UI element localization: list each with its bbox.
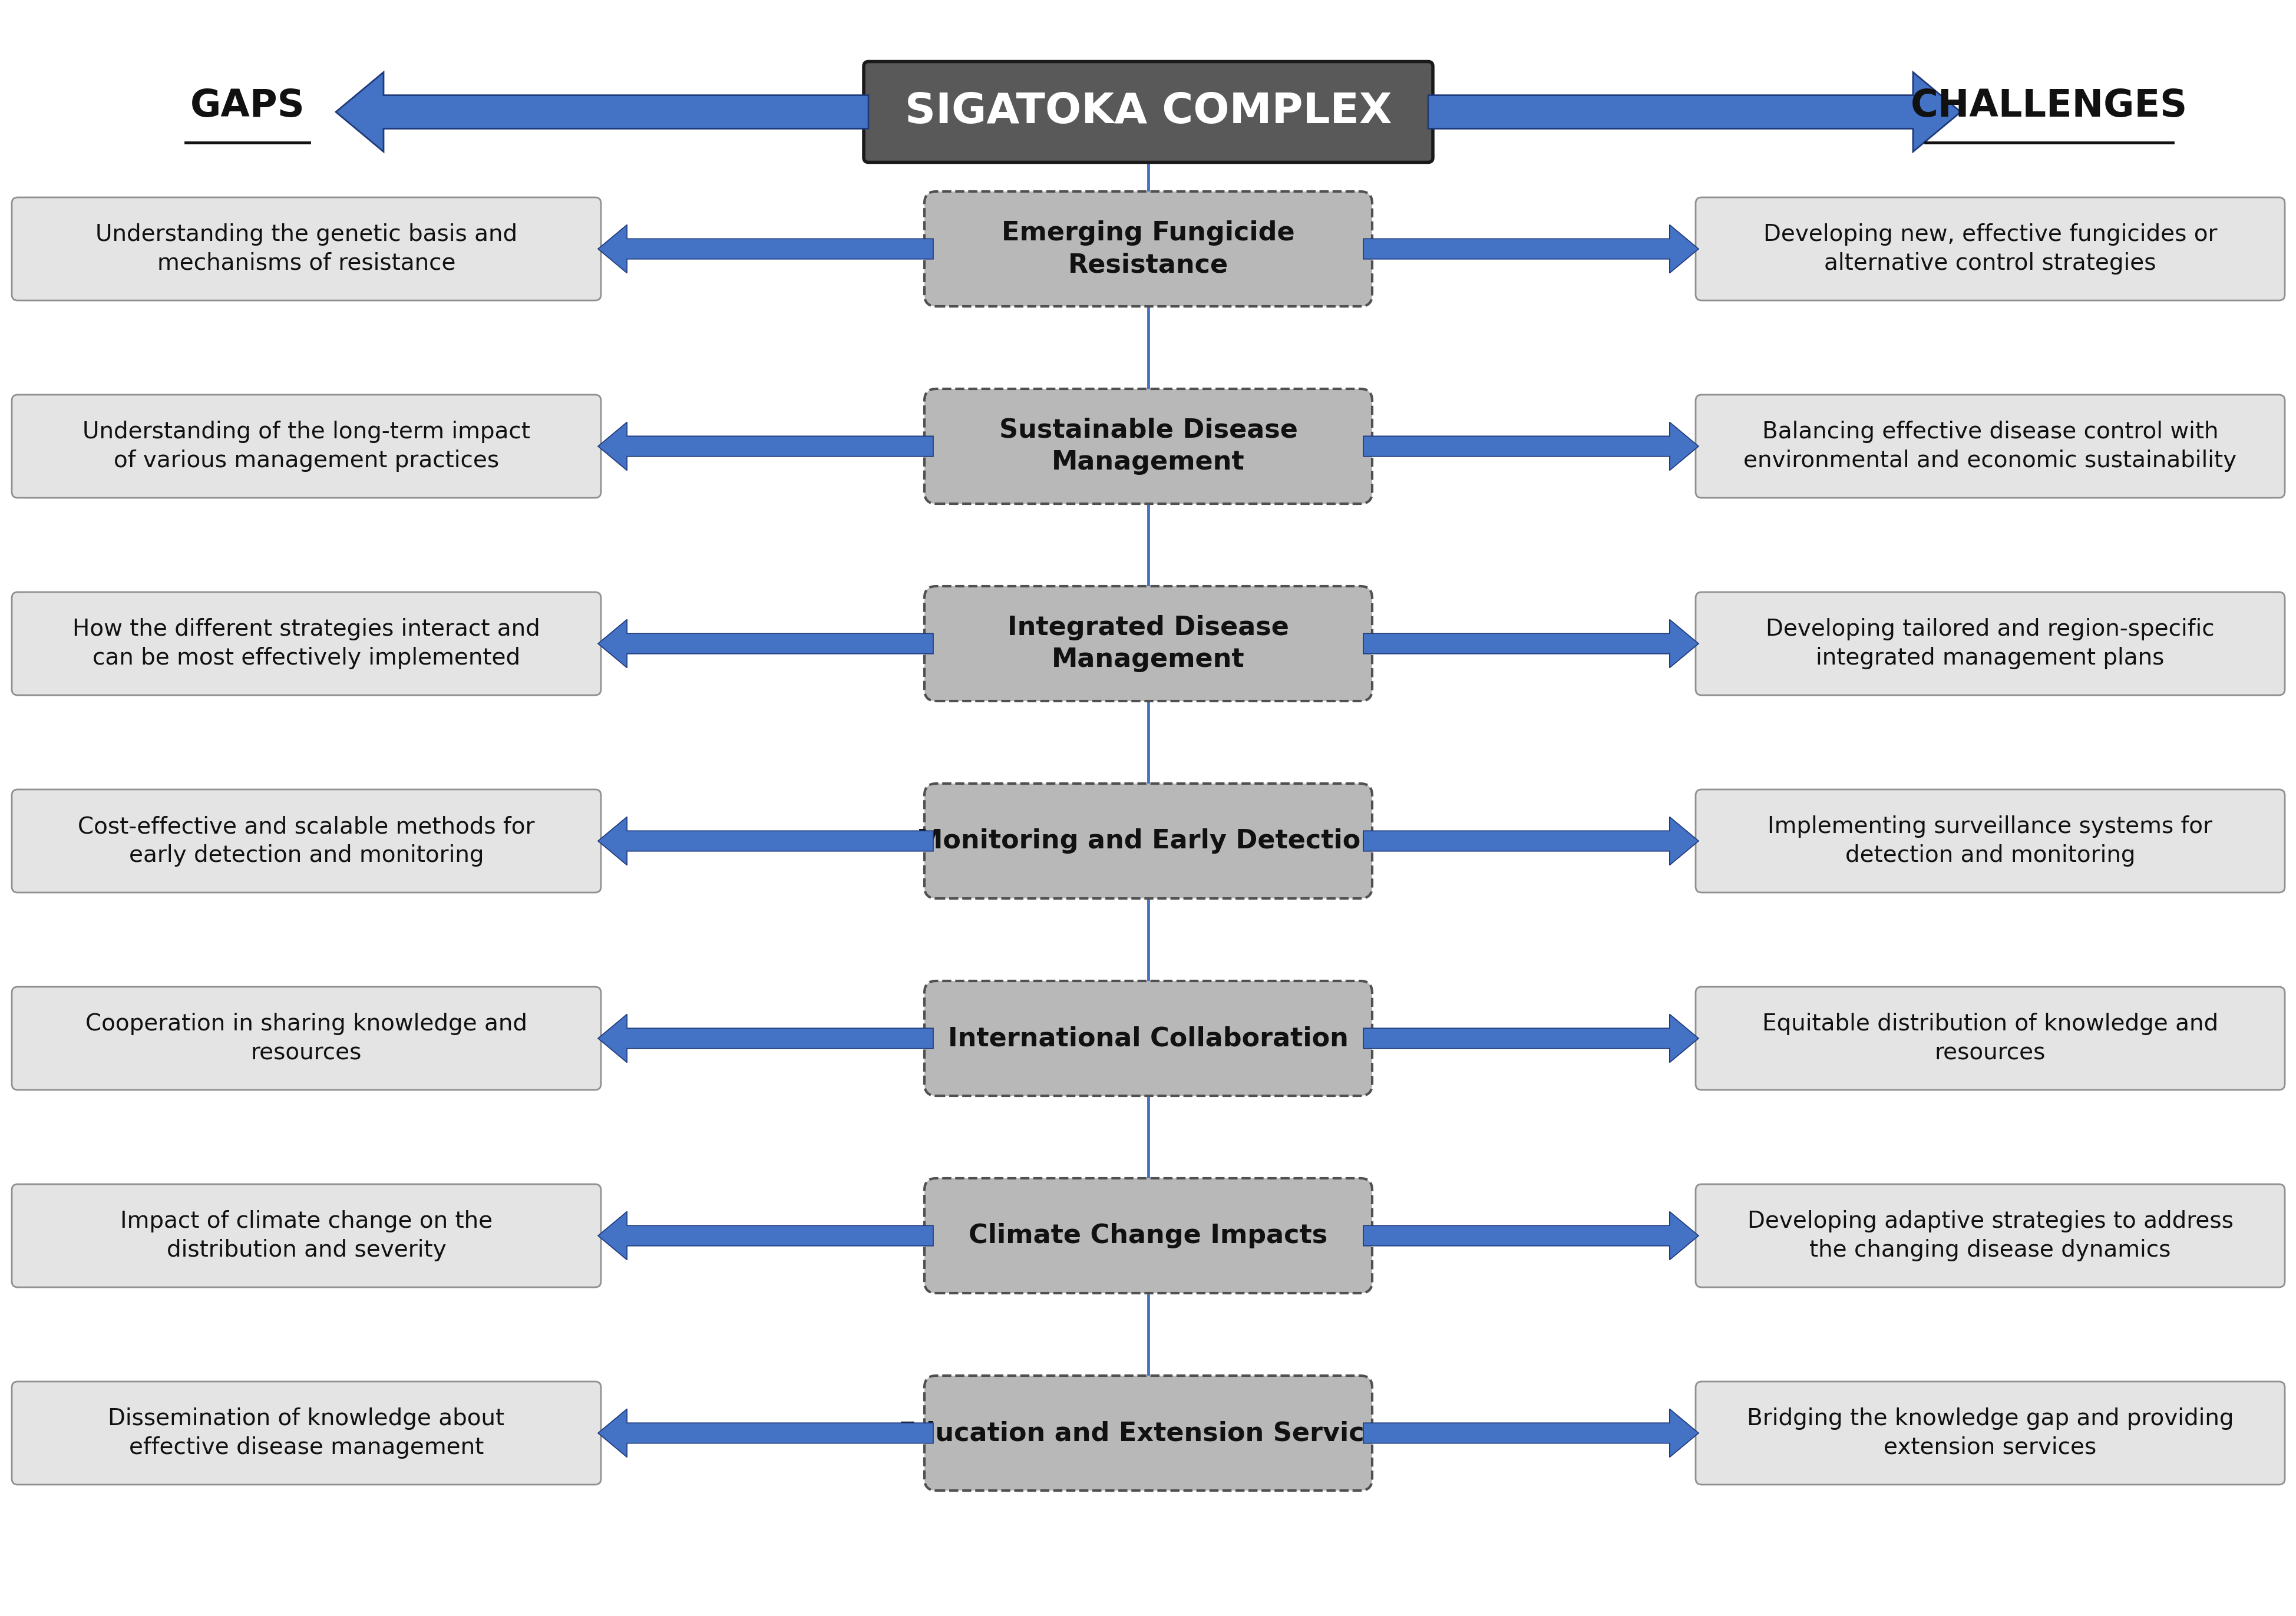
- FancyBboxPatch shape: [11, 790, 602, 892]
- Text: Integrated Disease
Management: Integrated Disease Management: [1008, 614, 1288, 672]
- FancyBboxPatch shape: [925, 587, 1371, 701]
- Polygon shape: [597, 422, 932, 470]
- FancyBboxPatch shape: [11, 591, 602, 695]
- Polygon shape: [1428, 73, 1961, 152]
- Text: Developing new, effective fungicides or
alternative control strategies: Developing new, effective fungicides or …: [1763, 223, 2216, 275]
- FancyBboxPatch shape: [11, 394, 602, 498]
- Text: Sustainable Disease
Management: Sustainable Disease Management: [999, 417, 1297, 475]
- FancyBboxPatch shape: [1694, 591, 2285, 695]
- Text: Climate Change Impacts: Climate Change Impacts: [969, 1223, 1327, 1249]
- Text: CHALLENGES: CHALLENGES: [1910, 87, 2188, 124]
- FancyBboxPatch shape: [1694, 1185, 2285, 1288]
- FancyBboxPatch shape: [1694, 1382, 2285, 1485]
- Polygon shape: [1364, 1015, 1699, 1062]
- Text: GAPS: GAPS: [191, 87, 305, 124]
- Text: Developing adaptive strategies to address
the changing disease dynamics: Developing adaptive strategies to addres…: [1747, 1210, 2232, 1260]
- Text: Understanding the genetic basis and
mechanisms of resistance: Understanding the genetic basis and mech…: [96, 223, 517, 275]
- Text: Implementing surveillance systems for
detection and monitoring: Implementing surveillance systems for de…: [1768, 816, 2211, 866]
- Text: Bridging the knowledge gap and providing
extension services: Bridging the knowledge gap and providing…: [1747, 1408, 2234, 1459]
- Polygon shape: [1364, 619, 1699, 667]
- Polygon shape: [597, 225, 932, 273]
- Polygon shape: [1364, 1409, 1699, 1458]
- FancyBboxPatch shape: [1694, 394, 2285, 498]
- FancyBboxPatch shape: [11, 1382, 602, 1485]
- FancyBboxPatch shape: [11, 197, 602, 301]
- Text: Monitoring and Early Detection: Monitoring and Early Detection: [916, 829, 1380, 853]
- Text: Understanding of the long-term impact
of various management practices: Understanding of the long-term impact of…: [83, 420, 530, 472]
- Polygon shape: [335, 73, 868, 152]
- FancyBboxPatch shape: [1694, 987, 2285, 1089]
- Text: How the different strategies interact and
can be most effectively implemented: How the different strategies interact an…: [73, 619, 540, 669]
- Text: Cooperation in sharing knowledge and
resources: Cooperation in sharing knowledge and res…: [85, 1013, 528, 1063]
- Polygon shape: [1364, 816, 1699, 865]
- Polygon shape: [1364, 1212, 1699, 1260]
- Polygon shape: [1364, 225, 1699, 273]
- Polygon shape: [597, 619, 932, 667]
- Polygon shape: [597, 1015, 932, 1062]
- Text: Education and Extension Services: Education and Extension Services: [898, 1420, 1398, 1446]
- Text: International Collaboration: International Collaboration: [948, 1026, 1348, 1050]
- FancyBboxPatch shape: [925, 1178, 1371, 1293]
- FancyBboxPatch shape: [863, 61, 1433, 162]
- Text: Equitable distribution of knowledge and
resources: Equitable distribution of knowledge and …: [1761, 1013, 2218, 1063]
- Text: SIGATOKA COMPLEX: SIGATOKA COMPLEX: [905, 92, 1391, 133]
- FancyBboxPatch shape: [925, 981, 1371, 1096]
- FancyBboxPatch shape: [11, 987, 602, 1089]
- FancyBboxPatch shape: [925, 1375, 1371, 1490]
- FancyBboxPatch shape: [925, 191, 1371, 307]
- Text: Balancing effective disease control with
environmental and economic sustainabili: Balancing effective disease control with…: [1743, 420, 2236, 472]
- FancyBboxPatch shape: [11, 1185, 602, 1288]
- Text: Impact of climate change on the
distribution and severity: Impact of climate change on the distribu…: [119, 1210, 491, 1260]
- FancyBboxPatch shape: [925, 389, 1371, 504]
- Polygon shape: [597, 1409, 932, 1458]
- FancyBboxPatch shape: [1694, 197, 2285, 301]
- Polygon shape: [1364, 422, 1699, 470]
- Text: Dissemination of knowledge about
effective disease management: Dissemination of knowledge about effecti…: [108, 1408, 505, 1459]
- FancyBboxPatch shape: [1694, 790, 2285, 892]
- Text: Cost-effective and scalable methods for
early detection and monitoring: Cost-effective and scalable methods for …: [78, 816, 535, 866]
- FancyBboxPatch shape: [925, 784, 1371, 898]
- Text: Emerging Fungicide
Resistance: Emerging Fungicide Resistance: [1001, 220, 1295, 278]
- Polygon shape: [597, 816, 932, 865]
- Polygon shape: [597, 1212, 932, 1260]
- Text: Developing tailored and region-specific
integrated management plans: Developing tailored and region-specific …: [1766, 619, 2213, 669]
